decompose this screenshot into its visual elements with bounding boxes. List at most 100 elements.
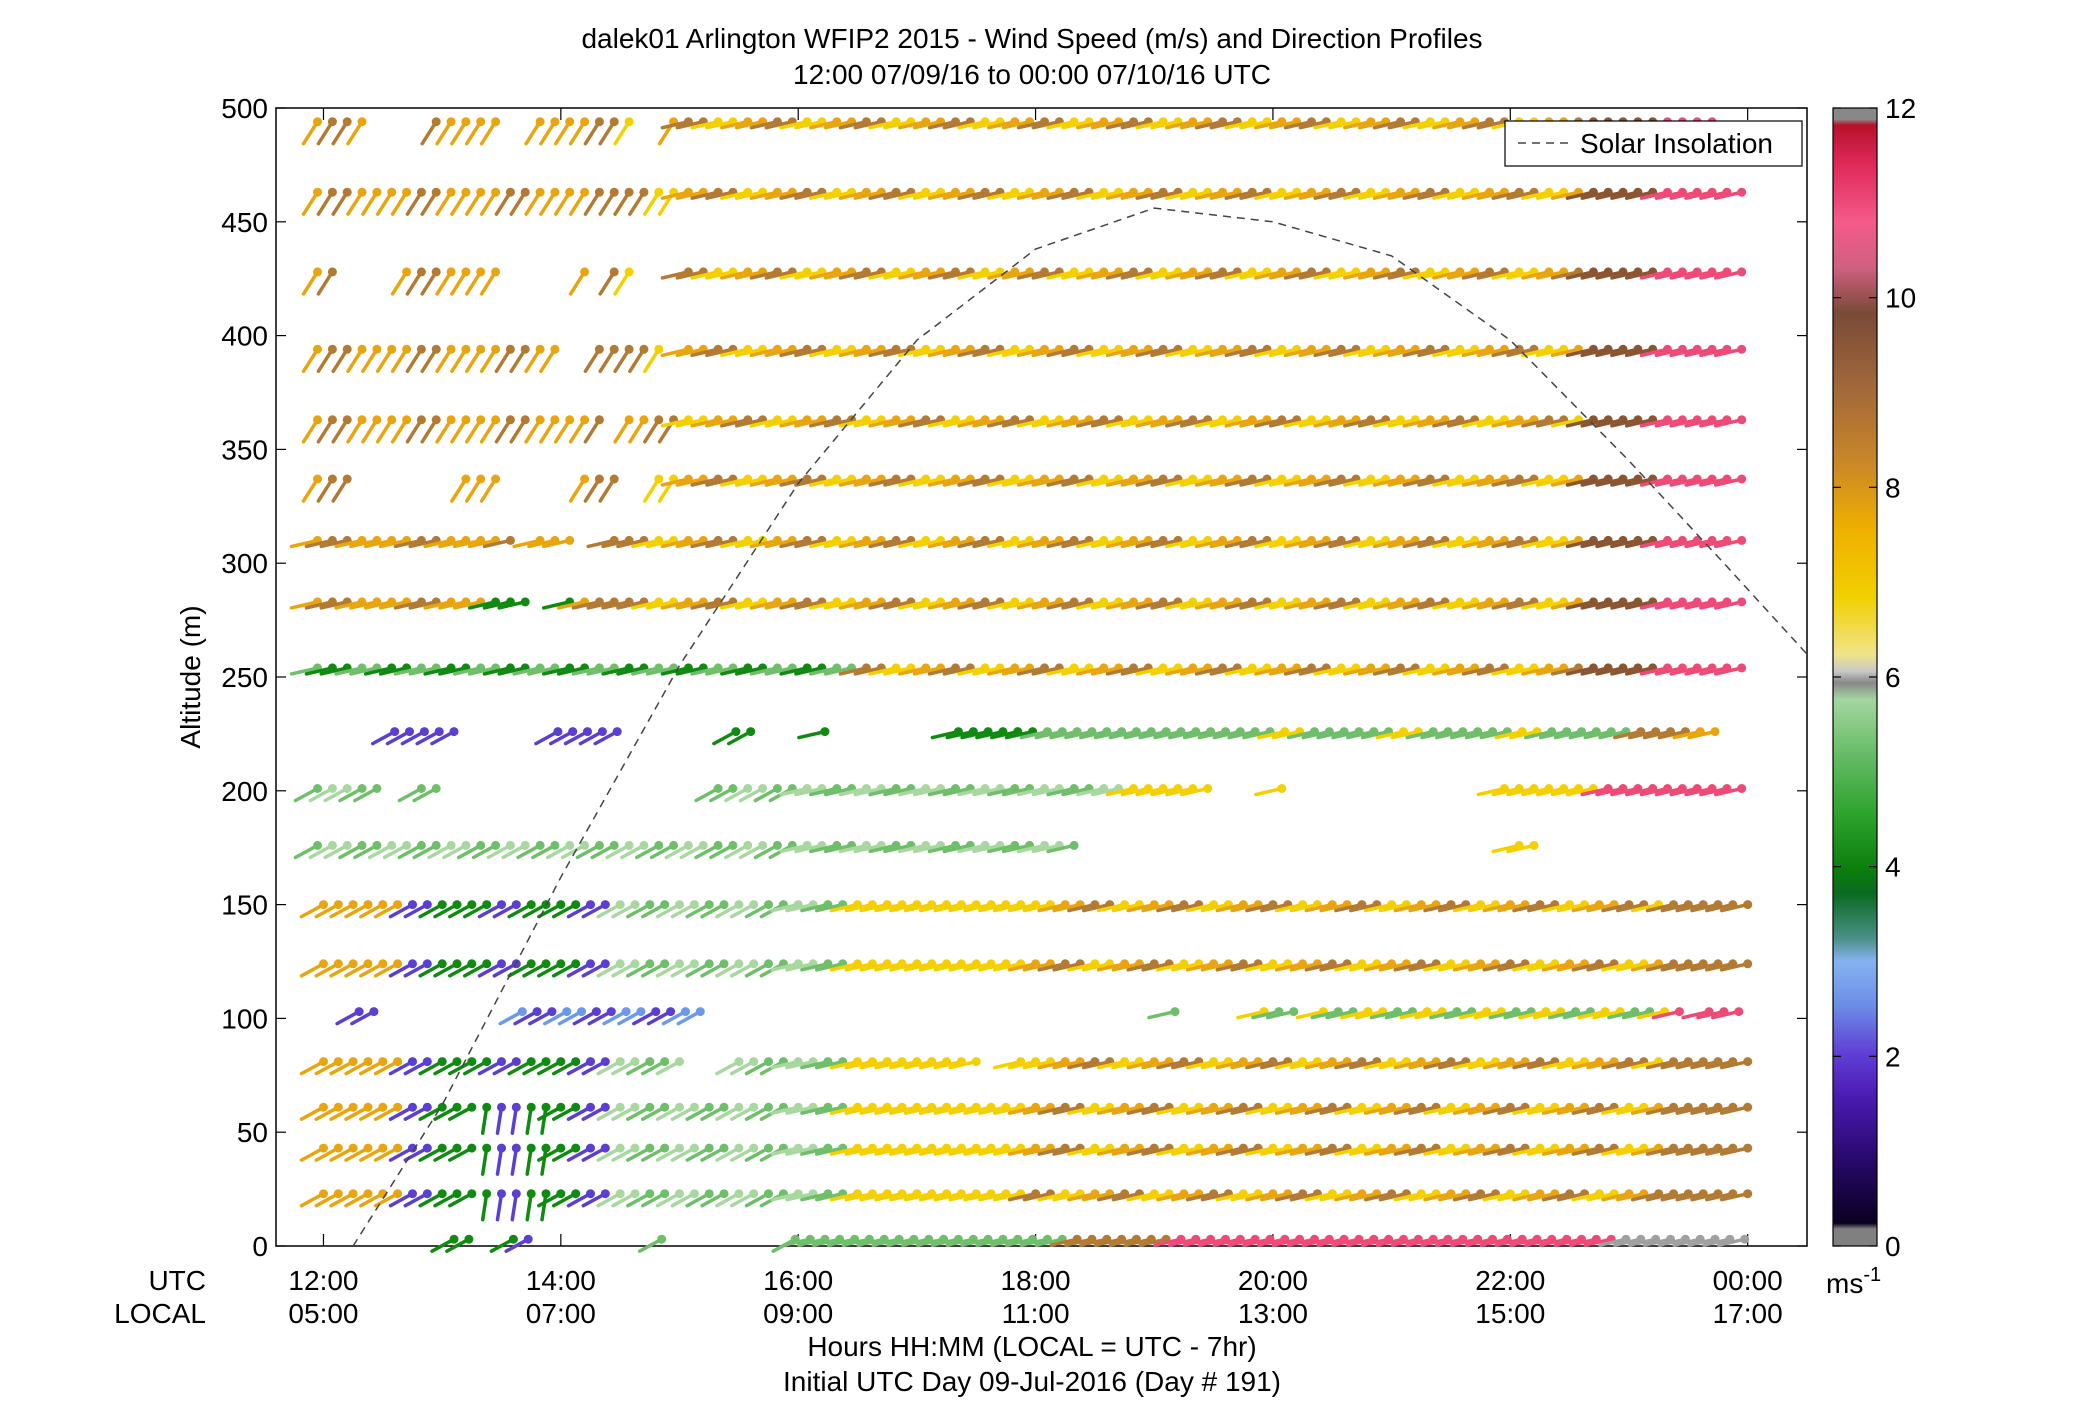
wind-barb-dot	[422, 959, 432, 969]
wind-barb-dot	[446, 267, 456, 277]
colorbar-tick-label: 6	[1885, 662, 1901, 693]
wind-barb-dot	[749, 1189, 759, 1199]
wind-barb-dot	[526, 1102, 536, 1112]
wind-barb-dot	[369, 1007, 379, 1017]
wind-barb-dot	[1710, 727, 1720, 737]
wind-barb-dot	[749, 1057, 759, 1067]
wind-barb-dot	[535, 344, 545, 354]
wind-barb-dot	[624, 415, 634, 425]
wind-barb-dot	[580, 267, 590, 277]
wind-barb-dot	[1743, 900, 1753, 910]
wind-barb-dot	[464, 1234, 474, 1244]
wind-barb-dot	[749, 959, 759, 969]
wind-barb-dot	[416, 267, 426, 277]
wind-barb-dot	[348, 1189, 358, 1199]
wind-barb-dot	[422, 1057, 432, 1067]
wind-barb-dot	[431, 344, 441, 354]
wind-barb-dot	[675, 959, 684, 969]
wind-barb-dot	[508, 1234, 518, 1244]
wind-barb-dot	[639, 187, 649, 197]
wind-barb-dot	[422, 900, 432, 910]
wind-barb-dot	[449, 727, 459, 737]
wind-barb-dot	[571, 1189, 581, 1199]
wind-barb-dot	[719, 959, 729, 969]
wind-barb-dot	[467, 900, 477, 910]
wind-barb-dot	[511, 1189, 521, 1199]
wind-barb-dot	[719, 1143, 729, 1153]
wind-barb-dot	[393, 900, 403, 910]
x-tick-label-local: 15:00	[1475, 1298, 1545, 1329]
colorbar-unit-base: ms	[1826, 1268, 1863, 1299]
wind-barb-dot	[416, 344, 426, 354]
wind-barb-dot	[526, 1057, 536, 1067]
wind-barb-dot	[482, 959, 492, 969]
wind-barb-dot	[431, 840, 441, 850]
wind-barb-dot	[505, 535, 515, 545]
wind-barb-dot	[408, 1189, 417, 1199]
wind-barb-dot	[734, 1057, 744, 1067]
wind-barb-dot	[749, 1143, 759, 1153]
wind-barb-dot	[556, 1057, 566, 1067]
wind-barb-dot	[654, 187, 664, 197]
wind-barb-dot	[820, 727, 830, 737]
wind-barb-dot	[1529, 840, 1539, 850]
wind-barb-dot	[378, 1102, 388, 1112]
wind-barb-dot	[594, 344, 604, 354]
wind-barb-dot	[586, 1189, 595, 1199]
wind-barb-dot	[1743, 959, 1753, 969]
x-tick-label-local: 11:00	[1002, 1298, 1070, 1329]
wind-barb-dot	[594, 415, 604, 425]
wind-barb-dot	[476, 415, 486, 425]
wind-barb-dot	[476, 267, 486, 277]
wind-barb-dot	[1743, 1102, 1753, 1112]
wind-barb-dot	[609, 187, 619, 197]
wind-barb-dot	[630, 959, 640, 969]
wind-barb-dot	[482, 1189, 492, 1199]
wind-barb-dot	[431, 784, 441, 793]
wind-barb-dot	[586, 1143, 595, 1153]
wind-barb-dot	[746, 727, 756, 737]
wind-barb-dot	[416, 415, 426, 425]
wind-barb-dot	[550, 840, 560, 850]
wind-barb-dot	[363, 900, 373, 910]
wind-barb-dot	[319, 1143, 328, 1153]
wind-barb-dot	[704, 1189, 714, 1199]
wind-barb-dot	[327, 415, 337, 425]
wind-barb-dot	[743, 784, 753, 793]
wind-barb-dot	[476, 187, 486, 197]
wind-barb-dot	[327, 187, 337, 197]
wind-barb-dot	[541, 1189, 551, 1199]
wind-barb-dot	[476, 344, 486, 354]
wind-barb-dot	[645, 1102, 655, 1112]
wind-barb-dot	[675, 1143, 684, 1153]
legend-label: Solar Insolation	[1580, 128, 1773, 159]
wind-barb-dot	[431, 187, 441, 197]
wind-barb-dot	[452, 1057, 462, 1067]
wind-barb-dot	[571, 1102, 581, 1112]
wind-barb-dot	[437, 1057, 447, 1067]
y-tick-label: 350	[221, 434, 268, 465]
colorbar-tick-label: 2	[1885, 1041, 1901, 1072]
wind-barb-dot	[446, 840, 456, 850]
wind-barb-dot	[390, 727, 400, 737]
wind-barb-dot	[535, 415, 545, 425]
wind-barb-dot	[461, 344, 471, 354]
colorbar-tick-label: 10	[1885, 283, 1916, 314]
wind-barb-dot	[467, 1057, 477, 1067]
wind-barb-dot	[609, 344, 619, 354]
wind-barb-dot	[431, 415, 441, 425]
wind-barb-dot	[580, 415, 590, 425]
wind-barb-dot	[600, 1143, 610, 1153]
wind-barb-dot	[600, 1057, 610, 1067]
y-tick-label: 250	[221, 662, 268, 693]
wind-barb-dot	[491, 267, 501, 277]
x-tick-label-utc: 12:00	[288, 1265, 358, 1296]
wind-barb-dot	[393, 1057, 403, 1067]
wind-barb-dot	[476, 474, 486, 484]
wind-barb-dot	[402, 187, 412, 197]
wind-barb-dot	[1740, 1234, 1750, 1244]
wind-barb-dot	[357, 187, 367, 197]
wind-barb-dot	[520, 840, 530, 850]
wind-barb-dot	[378, 1143, 388, 1153]
wind-barb-dot	[719, 900, 729, 910]
